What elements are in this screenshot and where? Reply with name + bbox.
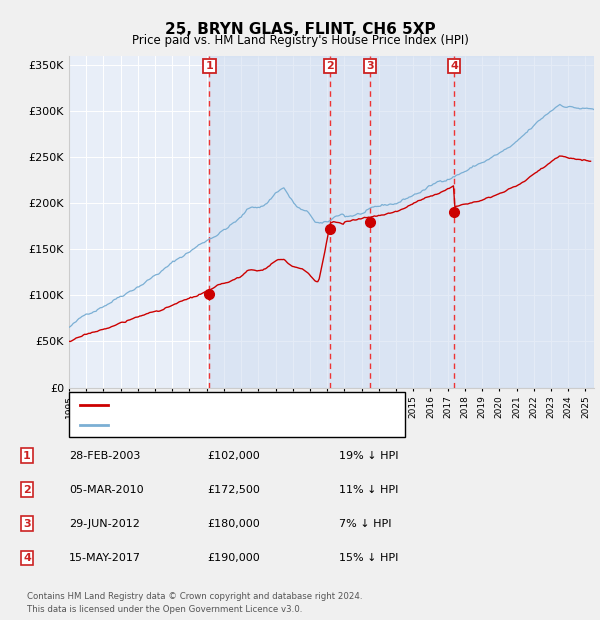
Text: 4: 4 [450, 61, 458, 71]
Text: 15-MAY-2017: 15-MAY-2017 [69, 553, 141, 563]
Text: Contains HM Land Registry data © Crown copyright and database right 2024.: Contains HM Land Registry data © Crown c… [27, 592, 362, 601]
Text: 28-FEB-2003: 28-FEB-2003 [69, 451, 140, 461]
Text: 3: 3 [366, 61, 374, 71]
Text: Price paid vs. HM Land Registry's House Price Index (HPI): Price paid vs. HM Land Registry's House … [131, 34, 469, 47]
Text: 4: 4 [23, 553, 31, 563]
Text: This data is licensed under the Open Government Licence v3.0.: This data is licensed under the Open Gov… [27, 604, 302, 614]
Text: 19% ↓ HPI: 19% ↓ HPI [339, 451, 398, 461]
Text: £172,500: £172,500 [207, 485, 260, 495]
Text: £180,000: £180,000 [207, 519, 260, 529]
Text: 29-JUN-2012: 29-JUN-2012 [69, 519, 140, 529]
Text: 3: 3 [23, 519, 31, 529]
Bar [209, 56, 594, 388]
Text: 05-MAR-2010: 05-MAR-2010 [69, 485, 143, 495]
Text: 15% ↓ HPI: 15% ↓ HPI [339, 553, 398, 563]
Text: 11% ↓ HPI: 11% ↓ HPI [339, 485, 398, 495]
Text: 1: 1 [206, 61, 214, 71]
Text: 2: 2 [23, 485, 31, 495]
Text: HPI: Average price, detached house, Flintshire: HPI: Average price, detached house, Flin… [114, 420, 355, 430]
Text: £102,000: £102,000 [207, 451, 260, 461]
Text: 25, BRYN GLAS, FLINT, CH6 5XP: 25, BRYN GLAS, FLINT, CH6 5XP [164, 22, 436, 37]
Text: £190,000: £190,000 [207, 553, 260, 563]
Text: 1: 1 [23, 451, 31, 461]
Text: 2: 2 [326, 61, 334, 71]
Text: 25, BRYN GLAS, FLINT, CH6 5XP (detached house): 25, BRYN GLAS, FLINT, CH6 5XP (detached … [114, 400, 374, 410]
Text: 7% ↓ HPI: 7% ↓ HPI [339, 519, 391, 529]
